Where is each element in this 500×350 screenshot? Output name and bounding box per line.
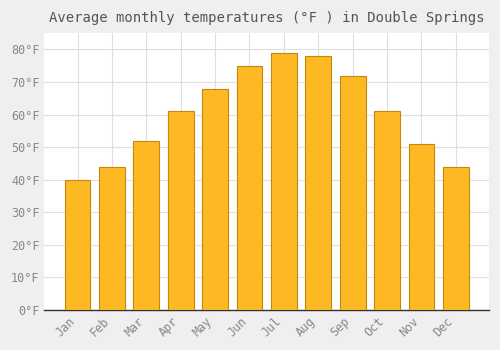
Bar bbox=[374, 111, 400, 310]
Bar bbox=[236, 66, 262, 310]
Bar bbox=[202, 89, 228, 310]
Bar bbox=[134, 141, 159, 310]
Bar bbox=[306, 56, 331, 310]
Title: Average monthly temperatures (°F ) in Double Springs: Average monthly temperatures (°F ) in Do… bbox=[49, 11, 484, 25]
Bar bbox=[99, 167, 125, 310]
Bar bbox=[271, 53, 297, 310]
Bar bbox=[443, 167, 468, 310]
Bar bbox=[168, 111, 194, 310]
Bar bbox=[64, 180, 90, 310]
Bar bbox=[408, 144, 434, 310]
Bar bbox=[340, 76, 365, 310]
